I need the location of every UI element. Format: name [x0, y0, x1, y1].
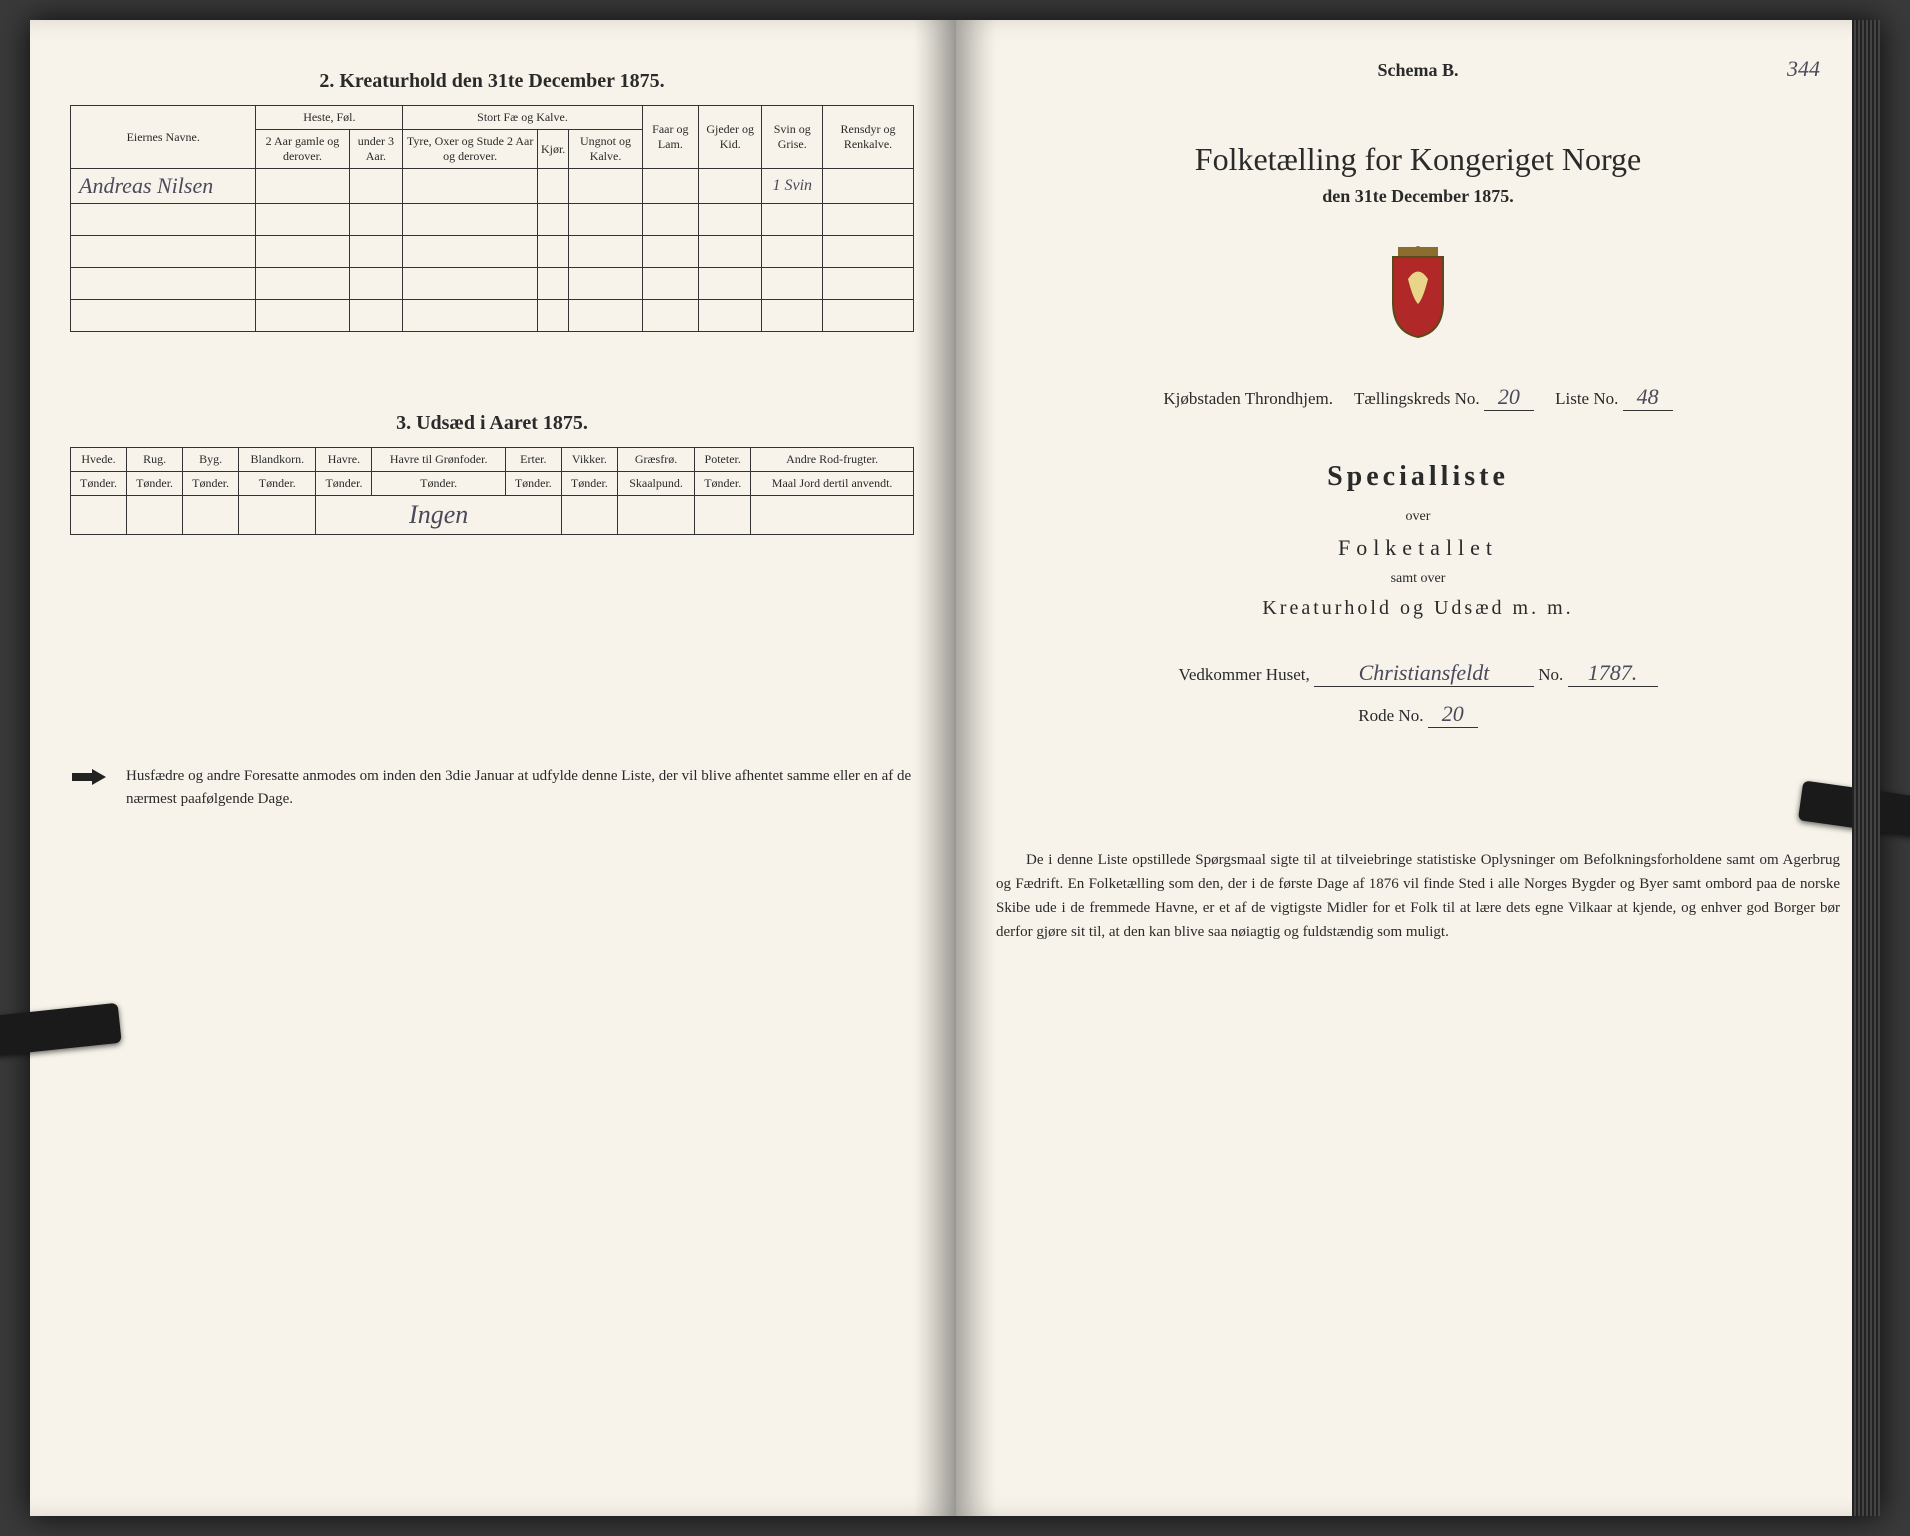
table-row [71, 236, 914, 268]
over-label: over [996, 509, 1840, 525]
left-page: 2. Kreaturhold den 31te December 1875. E… [30, 20, 956, 1516]
body-paragraph: De i denne Liste opstillede Spørgsmaal s… [996, 848, 1840, 944]
footer-note: Husfædre og andre Foresatte anmodes om i… [70, 765, 914, 810]
page-number: 344 [1787, 56, 1820, 82]
col-erter: Erter. [505, 448, 561, 472]
liste-value: 48 [1623, 384, 1673, 411]
kreds-value: 20 [1484, 384, 1534, 411]
svin-cell: 1 Svin [762, 169, 823, 204]
huset-label: Vedkommer Huset, [1178, 665, 1309, 684]
table-row [71, 300, 914, 332]
folketallet-label: Folketallet [996, 535, 1840, 561]
kreaturhold-table: Eiernes Navne. Heste, Føl. Stort Fæ og K… [70, 105, 914, 332]
census-title: Folketælling for Kongeriget Norge [996, 141, 1840, 178]
right-page: 344 Schema B. Folketælling for Kongerige… [956, 20, 1880, 1516]
col-havregron: Havre til Grønfoder. [372, 448, 505, 472]
col-rug: Rug. [127, 448, 183, 472]
huset-value: Christiansfeldt [1314, 660, 1534, 687]
kreds-label: Tællingskreds No. [1354, 389, 1480, 408]
unit: Tønder. [239, 472, 316, 496]
unit: Maal Jord dertil anvendt. [751, 472, 914, 496]
rode-line: Rode No. 20 [996, 701, 1840, 728]
samt-label: samt over [996, 571, 1840, 587]
udsaed-entry: Ingen [316, 496, 561, 535]
section3-title: 3. Udsæd i Aaret 1875. [70, 412, 914, 435]
unit: Skaalpund. [617, 472, 694, 496]
unit: Tønder. [372, 472, 505, 496]
huset-no-value: 1787. [1568, 660, 1658, 687]
col-gjeder: Gjeder og Kid. [698, 106, 762, 169]
schema-label: Schema B. [996, 60, 1840, 81]
book-edge [1852, 20, 1880, 1516]
col-eier: Eiernes Navne. [71, 106, 256, 169]
huset-no-label: No. [1538, 665, 1563, 684]
col-hvede: Hvede. [71, 448, 127, 472]
col-svin: Svin og Grise. [762, 106, 823, 169]
col-faar: Faar og Lam. [642, 106, 698, 169]
udsaed-table: Hvede. Rug. Byg. Blandkorn. Havre. Havre… [70, 447, 914, 535]
col-havre: Havre. [316, 448, 372, 472]
col-fae-group: Stort Fæ og Kalve. [403, 106, 643, 130]
unit: Tønder. [316, 472, 372, 496]
col-vikker: Vikker. [561, 448, 617, 472]
unit: Tønder. [561, 472, 617, 496]
unit: Tønder. [71, 472, 127, 496]
col-heste-group: Heste, Føl. [256, 106, 403, 130]
rode-value: 20 [1428, 701, 1478, 728]
coat-of-arms-icon [996, 239, 1840, 344]
table-row [71, 268, 914, 300]
owner-name: Andreas Nilsen [71, 169, 256, 204]
col-byg: Byg. [183, 448, 239, 472]
pointing-hand-icon [70, 765, 110, 810]
col-heste-a: 2 Aar gamle og derover. [256, 130, 349, 169]
table-row: Andreas Nilsen 1 Svin [71, 169, 914, 204]
rode-label: Rode No. [1358, 706, 1423, 725]
unit: Tønder. [505, 472, 561, 496]
kjobstaden-label: Kjøbstaden Throndhjem. [1163, 389, 1333, 408]
page-clip [0, 1003, 122, 1057]
unit: Tønder. [183, 472, 239, 496]
census-subtitle: den 31te December 1875. [996, 186, 1840, 207]
unit: Tønder. [695, 472, 751, 496]
col-poteter: Poteter. [695, 448, 751, 472]
col-rensdyr: Rensdyr og Renkalve. [823, 106, 914, 169]
district-line: Kjøbstaden Throndhjem. Tællingskreds No.… [996, 384, 1840, 411]
liste-label: Liste No. [1555, 389, 1618, 408]
col-fae-a: Tyre, Oxer og Stude 2 Aar og derover. [403, 130, 538, 169]
col-fae-c: Ungnot og Kalve. [569, 130, 642, 169]
table-row: Ingen [71, 496, 914, 535]
table-row [71, 204, 914, 236]
col-fae-b: Kjør. [537, 130, 568, 169]
huset-line: Vedkommer Huset, Christiansfeldt No. 178… [996, 660, 1840, 687]
col-graes: Græsfrø. [617, 448, 694, 472]
unit: Tønder. [127, 472, 183, 496]
col-andre: Andre Rod-frugter. [751, 448, 914, 472]
col-bland: Blandkorn. [239, 448, 316, 472]
specialliste-title: Specialliste [996, 461, 1840, 493]
section2-title: 2. Kreaturhold den 31te December 1875. [70, 70, 914, 93]
col-heste-b: under 3 Aar. [349, 130, 403, 169]
note-text: Husfædre og andre Foresatte anmodes om i… [126, 765, 914, 810]
book-spread: 2. Kreaturhold den 31te December 1875. E… [30, 20, 1880, 1516]
kreatur-label: Kreaturhold og Udsæd m. m. [996, 597, 1840, 620]
